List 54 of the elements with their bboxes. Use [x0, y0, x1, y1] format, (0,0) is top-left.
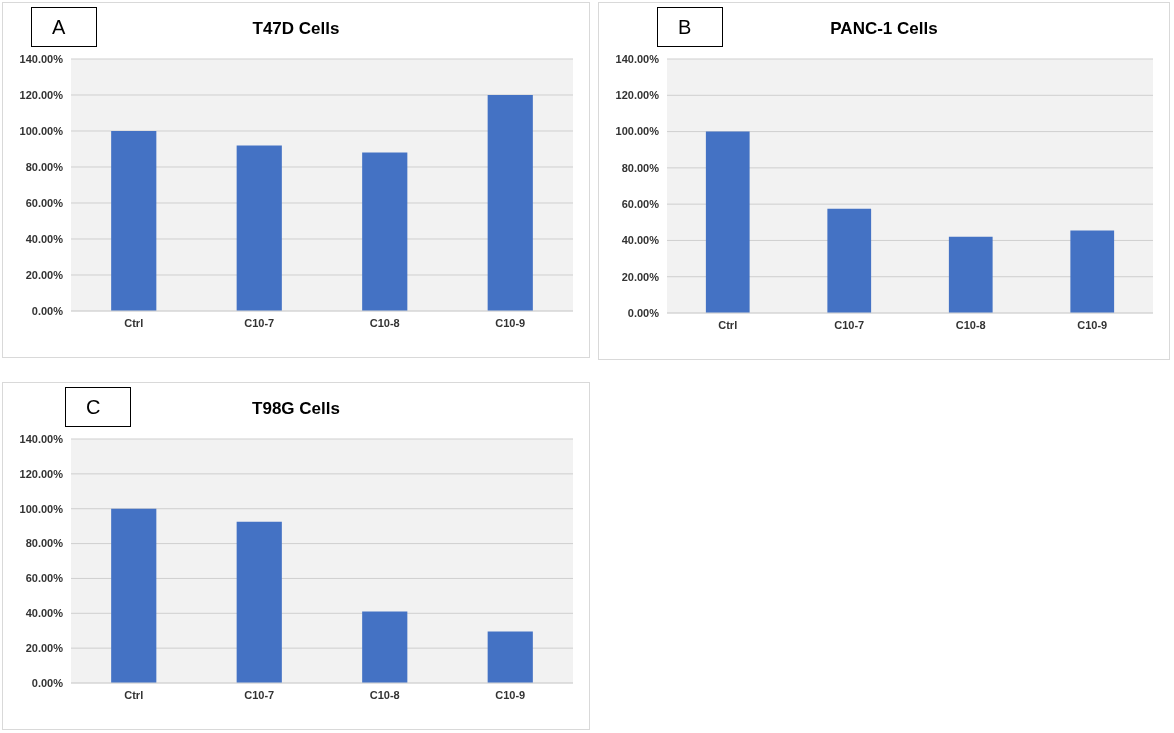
x-tick-label: C10-9 — [1077, 318, 1108, 331]
bar — [948, 236, 993, 313]
bar — [705, 131, 750, 313]
x-tick-label: Ctrl — [124, 688, 144, 701]
y-tick-label: 100.00% — [615, 125, 660, 138]
x-tick-label: C10-7 — [244, 316, 275, 329]
y-tick-label: 120.00% — [19, 467, 64, 480]
bar — [111, 508, 157, 683]
bar — [1070, 230, 1115, 313]
x-tick-label: Ctrl — [718, 318, 738, 331]
y-tick-label: 140.00% — [19, 432, 64, 445]
y-tick-label: 140.00% — [615, 52, 660, 65]
y-tick-label: 140.00% — [19, 52, 64, 65]
bar — [827, 208, 872, 313]
y-tick-label: 0.00% — [31, 676, 64, 689]
bar — [362, 152, 408, 311]
y-tick-label: 60.00% — [25, 572, 64, 585]
y-tick-label: 0.00% — [627, 306, 660, 319]
y-tick-label: 120.00% — [615, 89, 660, 102]
bar — [487, 95, 533, 311]
x-tick-label: Ctrl — [124, 316, 144, 329]
y-tick-label: 80.00% — [621, 161, 660, 174]
bar — [236, 145, 282, 311]
text: C — [65, 387, 131, 427]
bar — [111, 131, 157, 311]
y-tick-label: 40.00% — [25, 607, 64, 620]
y-tick-label: 40.00% — [25, 232, 64, 245]
chart-title: T98G Cells — [252, 399, 340, 418]
y-tick-label: 100.00% — [19, 124, 64, 137]
x-tick-label: C10-8 — [955, 318, 986, 331]
x-tick-label: C10-7 — [834, 318, 865, 331]
bar — [236, 521, 282, 683]
x-tick-label: C10-9 — [495, 688, 526, 701]
y-tick-label: 60.00% — [621, 198, 660, 211]
bar — [362, 611, 408, 683]
chart-title: PANC-1 Cells — [830, 19, 938, 38]
chart-title: T47D Cells — [252, 19, 340, 38]
y-tick-label: 60.00% — [25, 196, 64, 209]
text: B — [657, 7, 723, 47]
y-tick-label: 0.00% — [31, 304, 64, 317]
text: A — [31, 7, 97, 47]
y-tick-label: 80.00% — [25, 160, 64, 173]
x-tick-label: C10-8 — [369, 316, 400, 329]
y-tick-label: 120.00% — [19, 88, 64, 101]
y-tick-label: 40.00% — [621, 234, 660, 247]
y-tick-label: 20.00% — [25, 642, 64, 655]
x-tick-label: C10-7 — [244, 688, 275, 701]
x-tick-label: C10-8 — [369, 688, 400, 701]
y-tick-label: 100.00% — [19, 502, 64, 515]
x-tick-label: C10-9 — [495, 316, 526, 329]
y-tick-label: 20.00% — [621, 270, 660, 283]
bar — [487, 631, 533, 683]
y-tick-label: 20.00% — [25, 268, 64, 281]
y-tick-label: 80.00% — [25, 537, 64, 550]
